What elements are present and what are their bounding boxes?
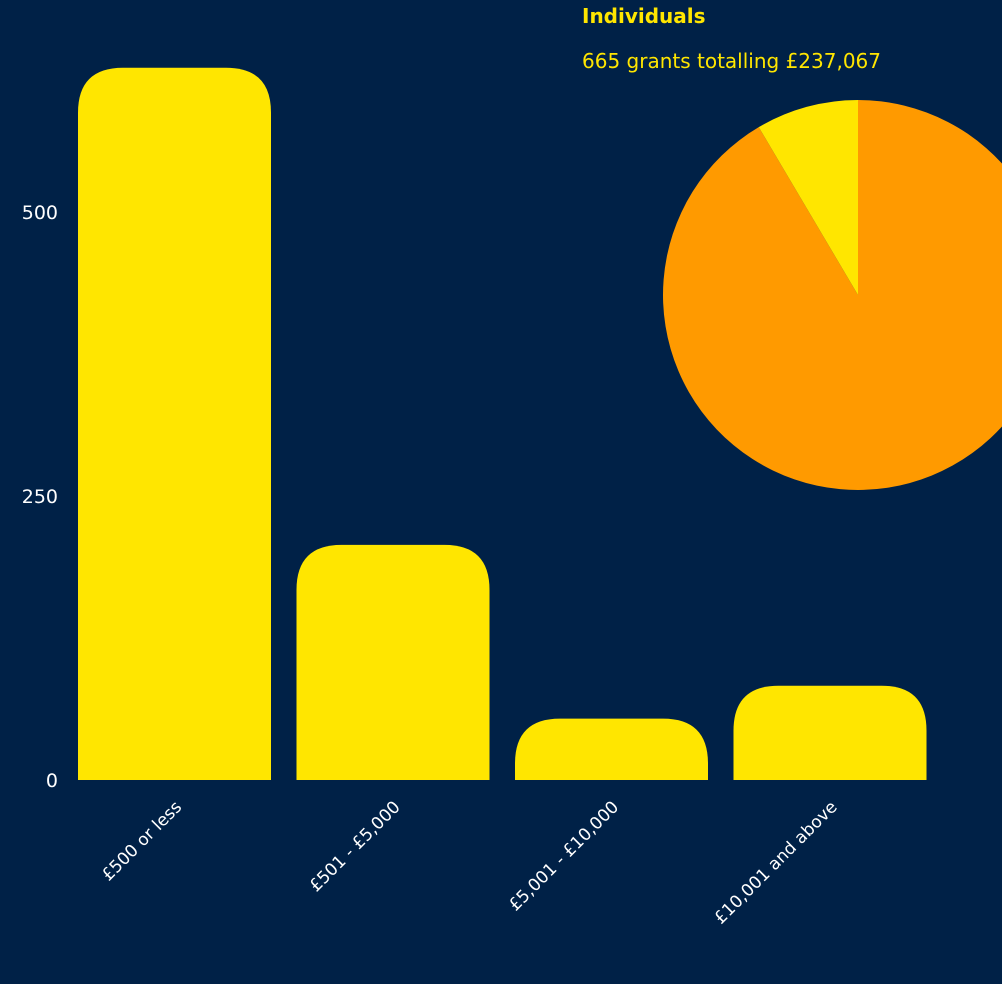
pie-subtitle: 665 grants totalling £237,067 [582,49,882,73]
bar-1 [296,544,490,780]
x-tick-label-2: £5,001 - £10,000 [505,797,623,915]
pie-chart [663,100,1002,490]
x-tick-label-1: £501 - £5,000 [306,797,405,896]
x-tick-label-3: £10,001 and above [711,797,842,928]
y-tick-label-1: 250 [22,486,58,508]
bar-2 [515,718,708,780]
pie-slice-0 [663,100,1002,490]
bar-3 [733,685,927,780]
x-tick-label-0: £500 or less [98,797,186,885]
y-tick-label-2: 500 [22,202,58,224]
y-axis: 0 250 500 [22,202,58,792]
pie-title: Individuals [582,4,706,28]
x-axis: £500 or less £501 - £5,000 £5,001 - £10,00… [98,797,841,928]
pie-slice-1 [758,100,858,295]
y-tick-label-0: 0 [46,770,58,792]
bar-chart [78,67,927,780]
bar-0 [78,67,271,780]
